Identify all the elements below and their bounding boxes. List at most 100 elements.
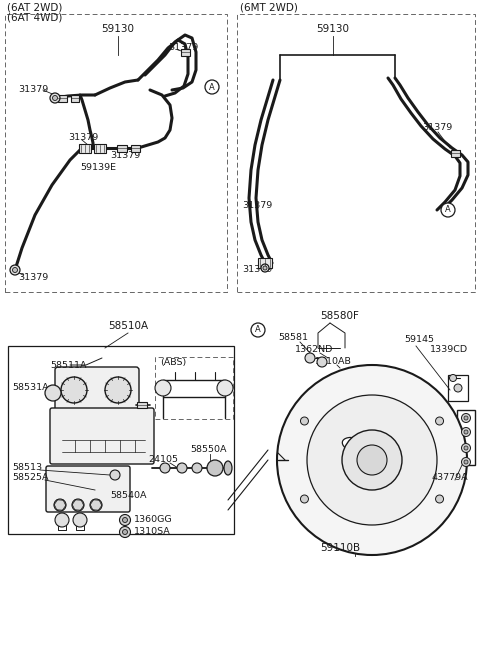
Text: 58550A: 58550A: [190, 445, 227, 455]
Circle shape: [461, 413, 470, 422]
Circle shape: [461, 457, 470, 467]
Bar: [451, 149, 459, 157]
Circle shape: [464, 460, 468, 464]
Circle shape: [192, 463, 202, 473]
Bar: [180, 49, 190, 55]
Circle shape: [454, 384, 462, 392]
Text: 1310SA: 1310SA: [134, 526, 171, 536]
Bar: [94, 143, 106, 153]
Circle shape: [72, 499, 84, 511]
FancyBboxPatch shape: [46, 466, 130, 512]
Ellipse shape: [224, 461, 232, 475]
Bar: [155, 357, 233, 419]
Text: 31379: 31379: [18, 274, 48, 282]
Text: 58540A: 58540A: [110, 490, 146, 499]
Text: 31379: 31379: [422, 124, 452, 132]
Circle shape: [357, 445, 387, 475]
Circle shape: [461, 428, 470, 436]
Circle shape: [52, 95, 58, 101]
Text: 58525A: 58525A: [12, 472, 48, 482]
Bar: [79, 143, 91, 153]
Text: 1710AB: 1710AB: [315, 357, 352, 367]
Circle shape: [261, 264, 269, 272]
Circle shape: [342, 430, 402, 490]
Circle shape: [105, 377, 131, 403]
Circle shape: [217, 380, 233, 396]
Text: A: A: [209, 82, 215, 91]
Circle shape: [205, 80, 219, 94]
Circle shape: [441, 203, 455, 217]
Circle shape: [307, 395, 437, 525]
Text: (6AT 2WD): (6AT 2WD): [7, 3, 62, 13]
Text: 24105: 24105: [148, 455, 178, 465]
Circle shape: [110, 470, 120, 480]
Circle shape: [464, 416, 468, 420]
Text: 58513: 58513: [12, 463, 42, 472]
Text: (ABS): (ABS): [160, 357, 186, 367]
Circle shape: [263, 266, 267, 270]
Bar: [258, 258, 272, 268]
FancyBboxPatch shape: [55, 367, 139, 423]
Circle shape: [73, 513, 87, 527]
Circle shape: [435, 495, 444, 503]
Text: 58580F: 58580F: [321, 311, 360, 321]
Text: 31379: 31379: [242, 201, 272, 209]
Text: 31379: 31379: [110, 151, 140, 159]
Bar: [71, 95, 79, 101]
Text: 31379: 31379: [18, 86, 48, 95]
Bar: [137, 402, 147, 408]
Circle shape: [277, 365, 467, 555]
Circle shape: [300, 417, 309, 425]
Circle shape: [464, 430, 468, 434]
Ellipse shape: [367, 467, 393, 482]
Bar: [5, 14, 227, 292]
Bar: [448, 375, 468, 401]
Circle shape: [55, 513, 69, 527]
Circle shape: [300, 495, 309, 503]
Circle shape: [122, 530, 128, 534]
Text: 43779A: 43779A: [432, 472, 468, 482]
Circle shape: [461, 443, 470, 453]
Circle shape: [317, 357, 327, 367]
Circle shape: [10, 265, 20, 275]
Circle shape: [61, 377, 87, 403]
Text: A: A: [255, 326, 261, 334]
Circle shape: [45, 385, 61, 401]
Bar: [131, 145, 140, 151]
Circle shape: [12, 268, 17, 272]
Circle shape: [54, 499, 66, 511]
Text: 58510A: 58510A: [108, 321, 148, 331]
Bar: [237, 14, 475, 292]
FancyBboxPatch shape: [50, 408, 154, 464]
Text: 59139E: 59139E: [80, 163, 116, 172]
Text: 1339CD: 1339CD: [430, 345, 468, 355]
Text: 59130: 59130: [101, 24, 134, 34]
Circle shape: [177, 463, 187, 473]
Text: 1362ND: 1362ND: [295, 345, 334, 355]
Circle shape: [449, 374, 456, 382]
Circle shape: [50, 93, 60, 103]
Text: 59130: 59130: [316, 24, 349, 34]
Bar: [58, 95, 67, 101]
Text: A: A: [445, 205, 451, 215]
Text: 1360GG: 1360GG: [134, 515, 173, 524]
Bar: [8, 346, 234, 534]
Text: 31379: 31379: [68, 132, 98, 141]
Text: (6AT 4WD): (6AT 4WD): [7, 13, 62, 23]
Ellipse shape: [342, 438, 368, 453]
Text: 59145: 59145: [404, 336, 434, 345]
Bar: [117, 145, 127, 151]
Text: 58581: 58581: [278, 334, 308, 343]
Circle shape: [464, 446, 468, 450]
Text: 58531A: 58531A: [12, 384, 48, 393]
Bar: [457, 410, 475, 465]
Circle shape: [120, 515, 131, 526]
Circle shape: [155, 380, 171, 396]
Circle shape: [435, 417, 444, 425]
Text: 31379: 31379: [242, 265, 272, 274]
Circle shape: [305, 353, 315, 363]
Circle shape: [207, 460, 223, 476]
Text: 31379: 31379: [168, 43, 198, 51]
Circle shape: [90, 499, 102, 511]
Text: 58511A: 58511A: [50, 361, 86, 370]
